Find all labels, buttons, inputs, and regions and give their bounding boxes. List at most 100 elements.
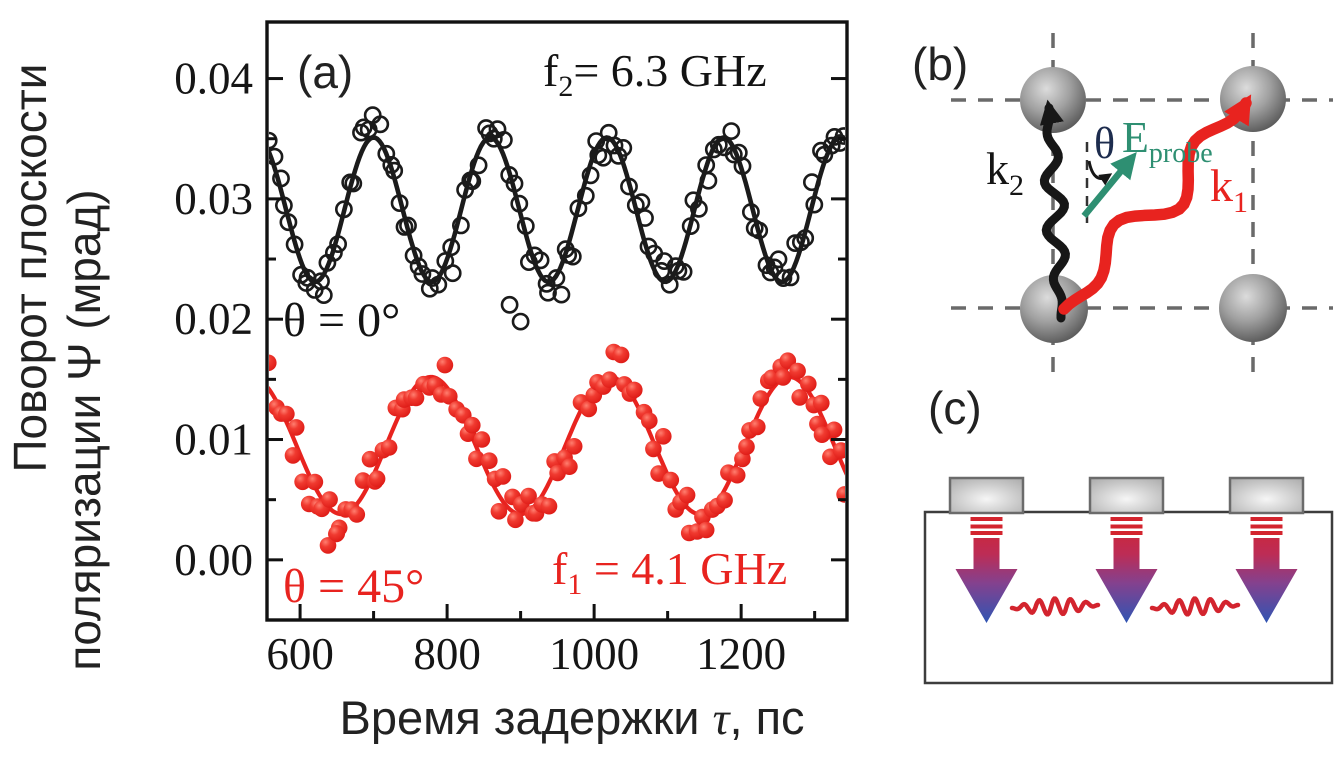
plot-data-layer [269,106,845,554]
theta-45-data-point [580,400,598,418]
k2-wavy-arrow [1039,99,1070,323]
pump-pulse-stripe [1110,531,1143,535]
theta-0-data-point [563,247,582,266]
theta-0-data-point [285,235,304,254]
pump-pulse-stripe [970,531,1003,535]
theta-45-data-point [749,418,766,436]
theta-0-data-point [781,268,800,287]
theta-45-data-point [650,465,667,482]
transducer-block [1088,476,1165,515]
theta-0-data-point [822,136,841,155]
theta-45-data-point [655,428,672,445]
theta-0-data-point [516,217,535,235]
theta-0-data-point [812,141,830,160]
pump-pulse-stripe [1250,517,1283,521]
theta-45-data-point [601,371,618,389]
theta-45-data-point [832,442,845,459]
y-tick-label: 0.04 [174,54,253,104]
theta-45-data-point [269,354,277,372]
theta-45-data-point [641,412,658,430]
theta-0-data-point [733,157,752,175]
plot-frame [265,20,849,622]
y-axis-title-line1: Поворот плоскости [4,64,56,473]
theta-0-data-point [385,161,404,180]
theta-0-data-point [371,115,390,134]
theta-45-data-point [612,346,630,364]
theta-0-data-point [803,173,821,192]
theta-0-data-point [636,209,654,227]
theta-0-data-point [660,275,679,294]
annotation-theta-0: θ = 0° [283,294,400,347]
lattice-sphere-bottom-right [1219,274,1287,342]
theta-0-data-point [539,283,557,302]
theta-45-data-point [565,438,583,455]
panel-a-label: (a) [297,46,353,98]
probe-field-arrow [1081,151,1137,219]
theta-0-data-point [750,221,769,240]
theta-45-data-point [436,356,454,374]
acoustic-pulse-arrow [1095,538,1158,623]
theta-45-data-point [473,431,491,448]
theta-45-data-point [800,375,817,393]
theta-0-data-point [796,229,815,247]
theta-45-data-point [407,389,425,407]
panel-b-label: (b) [912,38,968,90]
theta-0-data-point [269,131,278,150]
theta-45-data-point [294,473,311,491]
x-axis-title: Время задержки τ, пс [339,691,804,745]
e-probe-label: Eprobe [1122,113,1213,169]
transducer-block [948,476,1025,515]
theta-45-outlier-point [813,426,831,444]
y-tick-label: 0.00 [174,535,253,585]
theta-0-data-point [500,165,519,184]
annotation-f2-frequency: f2= 6.3 GHz [543,45,767,103]
theta-45-data-point [278,405,295,423]
theta-0-outlier-point [500,295,519,314]
theta-45-data-point [626,381,643,399]
pump-pulse-stripe [1250,524,1283,529]
theta-label: θ [1094,119,1115,168]
theta-0-data-point [344,174,363,193]
theta-45-data-point [774,369,792,386]
theta-0-fit-line [269,135,845,285]
y-tick-label: 0.03 [174,174,253,224]
theta-angle-arc [1087,160,1113,186]
theta-0-data-point [834,127,845,145]
k1-label: k1 [1210,160,1248,219]
theta-45-data-point [306,473,324,491]
theta-0-data-point [505,174,524,193]
theta-0-data-point [324,243,343,262]
theta-0-data-point [463,172,482,191]
theta-45-data-point [468,450,485,468]
theta-45-data-point [321,491,338,508]
theta-0-data-point [699,171,718,190]
theta-45-scatter [269,343,845,554]
k2-label: k2 [986,143,1024,202]
pump-pulse-stripe [970,524,1003,529]
theta-0-data-point [420,279,439,298]
theta-0-data-point [690,199,708,218]
theta-45-data-point [738,438,755,456]
theta-0-data-point [334,200,353,219]
theta-45-data-point [678,486,696,504]
theta-45-data-point [464,416,481,434]
pump-pulse-stripe [1110,524,1143,529]
theta-45-data-point [716,491,733,509]
phonon-squiggle-right [1149,596,1241,617]
theta-0-data-point [314,286,333,304]
theta-45-data-point [779,352,797,370]
theta-0-data-point [443,264,462,283]
theta-45-data-point [728,466,746,484]
theta-45-data-point [697,521,715,539]
panel-b-diagram: (b) k2 θ Eprobe k1 [912,33,1333,381]
theta-0-data-point [674,262,693,281]
lattice-sphere-bottom-left [1020,275,1088,343]
theta-0-data-point [537,274,556,293]
theta-0-data-point [581,166,600,185]
theta-45-data-point [361,450,379,468]
theta-0-data-point [594,148,613,167]
theta-0-data-point [742,203,760,221]
theta-45-data-point [354,472,372,489]
